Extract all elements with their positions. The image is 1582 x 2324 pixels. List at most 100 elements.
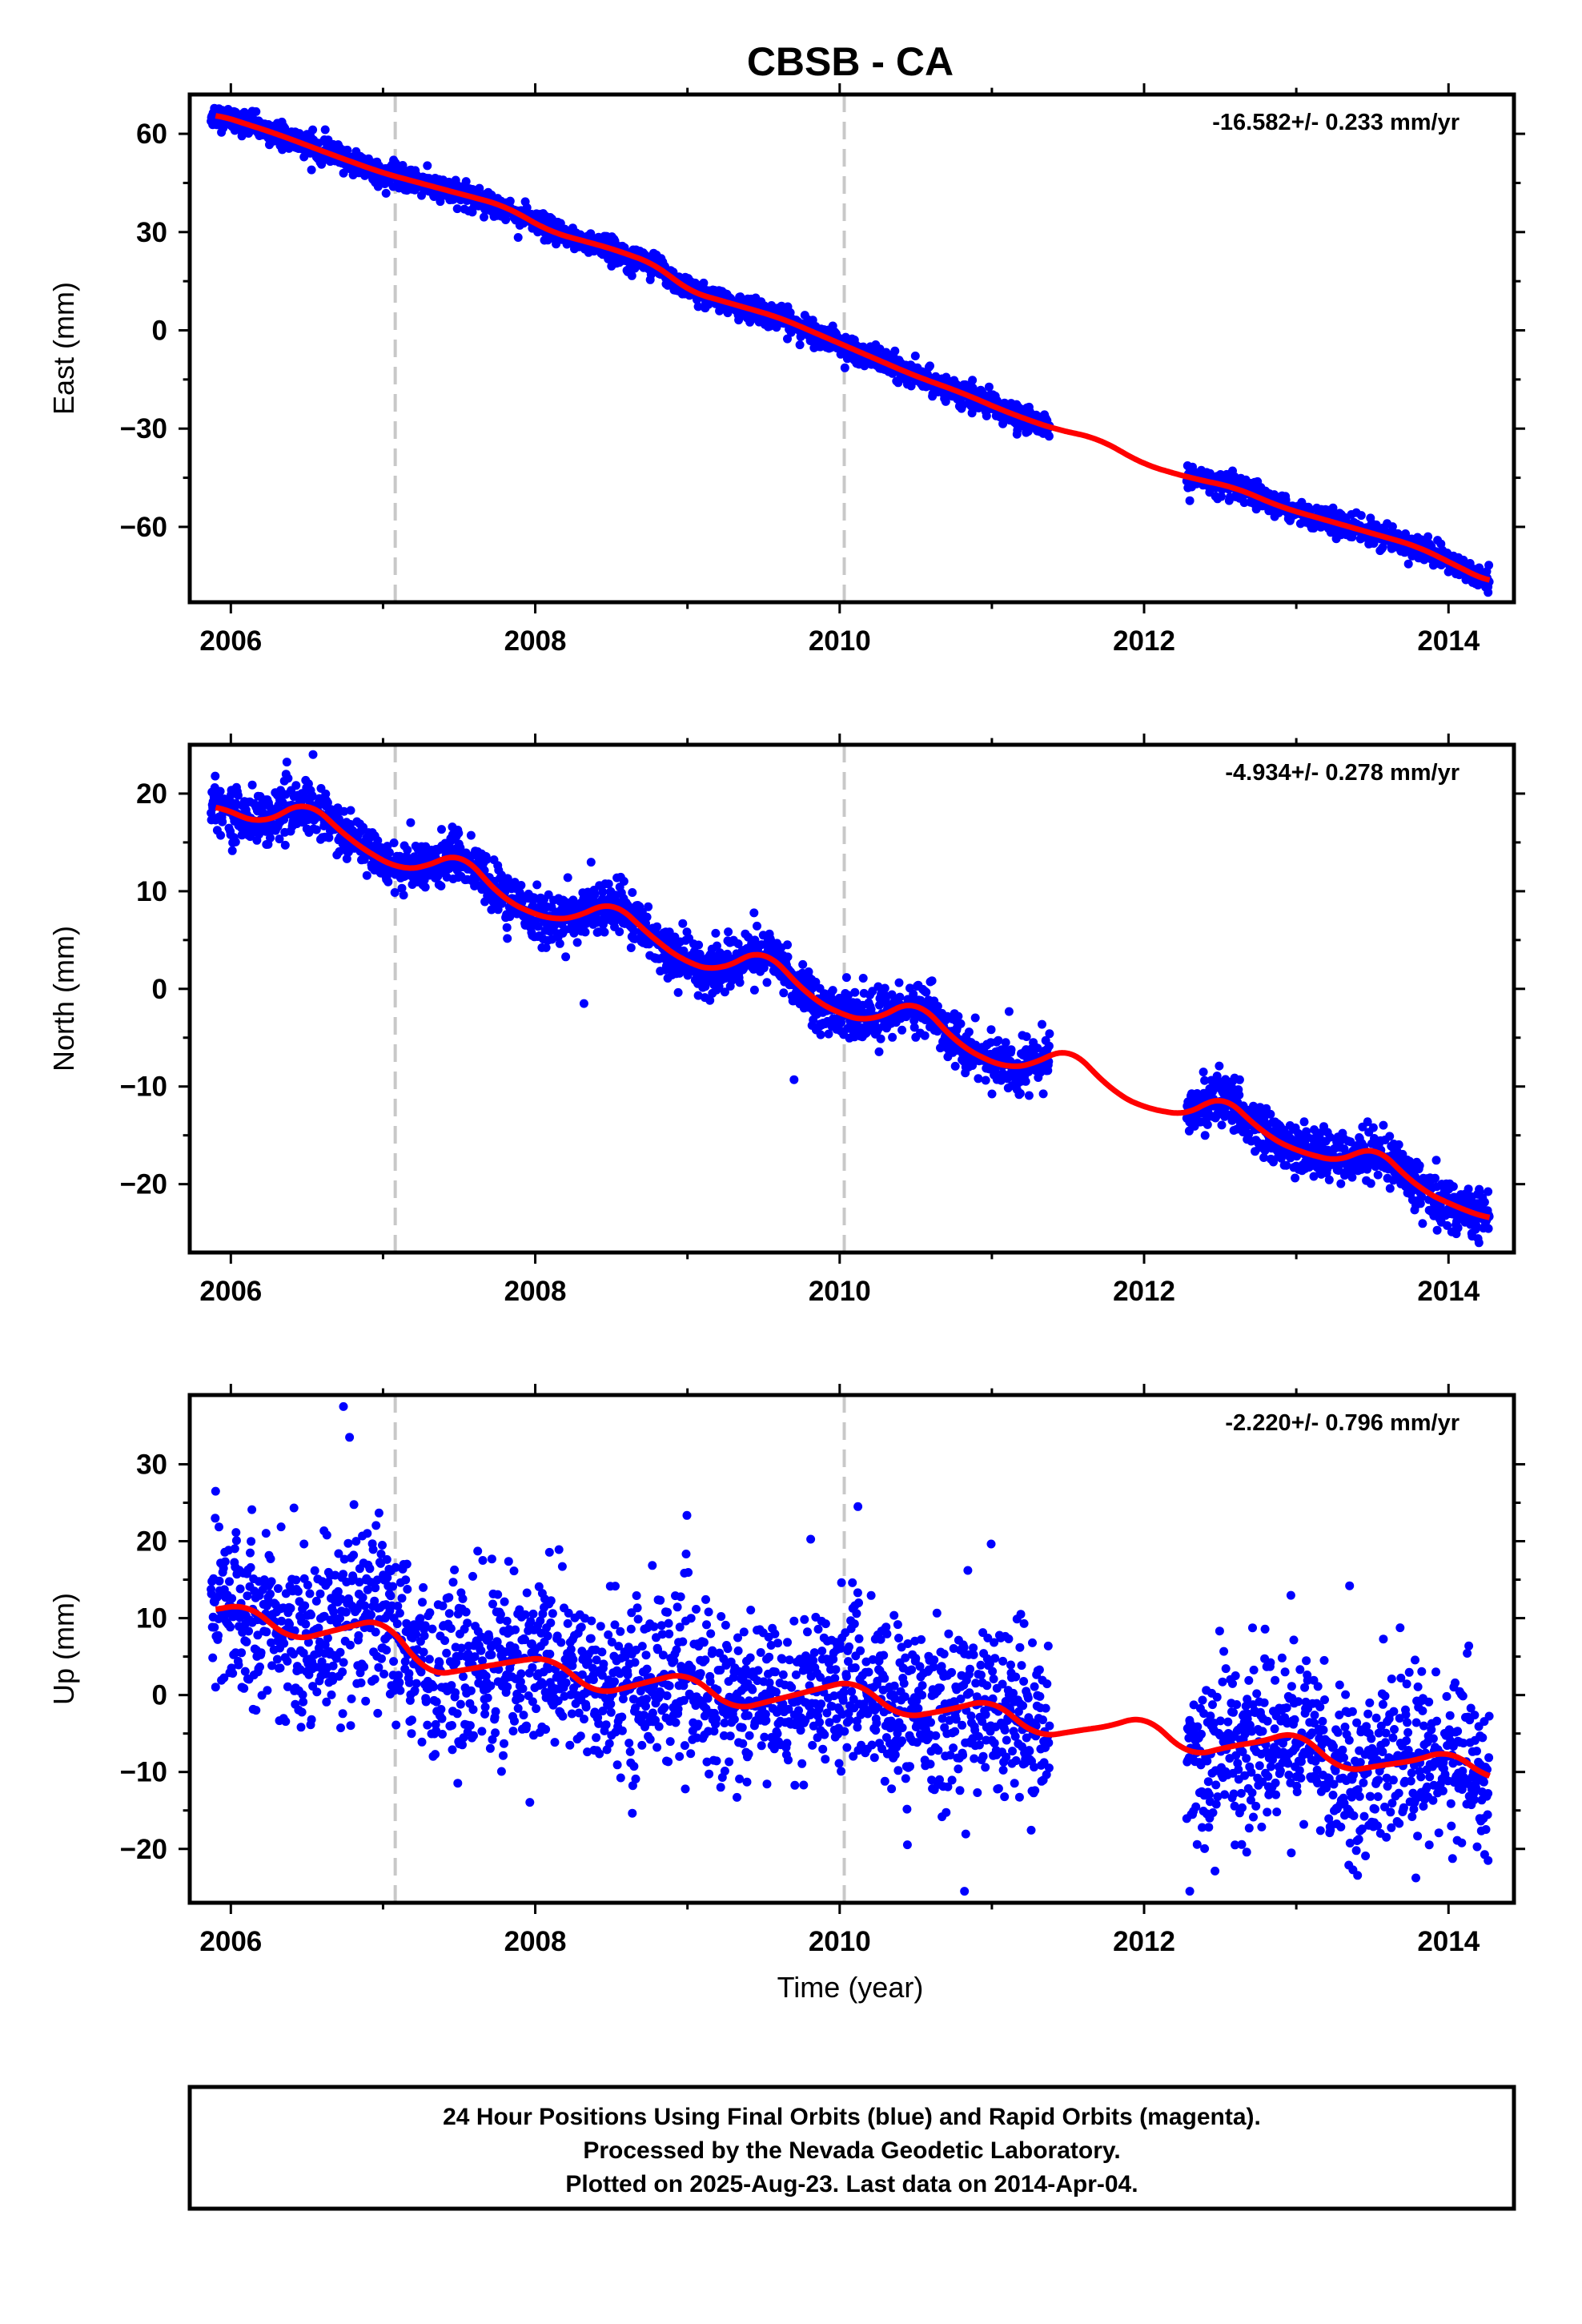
data-point bbox=[921, 987, 931, 997]
data-point bbox=[994, 1035, 1003, 1045]
data-point bbox=[1044, 1041, 1054, 1051]
data-point bbox=[1431, 1156, 1441, 1165]
data-point bbox=[895, 992, 905, 1002]
data-point bbox=[323, 798, 332, 807]
data-point-outlier bbox=[1484, 588, 1493, 597]
data-point bbox=[1418, 1219, 1427, 1228]
data-point bbox=[381, 188, 391, 198]
data-point bbox=[475, 183, 484, 193]
data-point bbox=[522, 203, 532, 212]
data-point bbox=[694, 940, 704, 950]
data-point bbox=[383, 877, 393, 887]
data-point bbox=[1328, 503, 1338, 513]
data-point bbox=[321, 789, 331, 798]
data-point bbox=[251, 107, 261, 116]
data-point bbox=[1203, 1120, 1212, 1129]
data-point bbox=[503, 874, 512, 883]
data-point bbox=[604, 879, 613, 889]
data-point bbox=[890, 346, 900, 356]
data-point bbox=[910, 352, 920, 360]
data-point bbox=[1431, 1173, 1439, 1183]
data-point bbox=[964, 1027, 974, 1037]
data-point bbox=[390, 888, 400, 897]
data-point bbox=[1291, 1173, 1300, 1183]
data-point bbox=[335, 846, 344, 856]
data-point bbox=[389, 838, 399, 847]
data-point bbox=[406, 818, 416, 827]
data-point bbox=[941, 396, 950, 406]
data-point bbox=[783, 940, 792, 950]
data-point bbox=[342, 854, 351, 863]
data-point-outlier bbox=[1185, 496, 1195, 505]
data-point bbox=[359, 822, 368, 832]
data-point bbox=[403, 845, 412, 854]
data-point bbox=[397, 883, 407, 893]
y-axis-label: East (mm) bbox=[47, 282, 80, 415]
data-point bbox=[247, 780, 257, 790]
data-point bbox=[981, 1076, 990, 1085]
data-point bbox=[275, 834, 284, 844]
data-point bbox=[956, 1019, 966, 1028]
data-point bbox=[1021, 1076, 1030, 1086]
data-point bbox=[679, 946, 689, 955]
data-point bbox=[461, 177, 471, 187]
data-point bbox=[1432, 1225, 1442, 1235]
data-point bbox=[1484, 561, 1494, 570]
data-point bbox=[211, 771, 220, 781]
data-point bbox=[307, 791, 317, 801]
data-point bbox=[283, 774, 293, 783]
data-point bbox=[888, 1032, 897, 1042]
x-tick-label: 2014 bbox=[1417, 625, 1480, 657]
data-point bbox=[627, 271, 636, 280]
data-point bbox=[505, 196, 515, 206]
data-point bbox=[1373, 1170, 1383, 1180]
plot-area bbox=[207, 745, 1494, 1252]
data-point bbox=[454, 828, 464, 838]
data-point bbox=[628, 888, 637, 897]
data-point bbox=[927, 976, 937, 986]
data-point bbox=[324, 833, 334, 842]
data-point bbox=[513, 233, 523, 242]
data-point bbox=[399, 891, 408, 900]
data-point bbox=[346, 806, 355, 815]
data-point bbox=[1387, 522, 1397, 532]
data-point bbox=[986, 1025, 996, 1035]
data-point bbox=[279, 814, 289, 824]
data-point bbox=[783, 334, 792, 344]
data-point bbox=[874, 1047, 884, 1056]
data-point bbox=[1200, 1131, 1210, 1140]
data-point bbox=[753, 921, 761, 931]
data-point bbox=[1024, 1091, 1034, 1100]
data-point bbox=[466, 830, 476, 840]
data-point bbox=[590, 890, 600, 899]
data-point bbox=[320, 125, 330, 135]
data-point bbox=[779, 988, 789, 998]
data-point bbox=[1199, 1068, 1208, 1077]
data-point bbox=[598, 887, 608, 897]
data-point bbox=[215, 786, 225, 796]
data-point bbox=[436, 881, 446, 891]
data-point bbox=[1215, 1061, 1224, 1071]
data-point bbox=[1394, 1140, 1403, 1149]
data-point bbox=[734, 316, 744, 325]
data-point bbox=[1415, 1161, 1424, 1170]
data-point bbox=[984, 382, 994, 392]
data-point bbox=[436, 197, 445, 207]
data-point bbox=[529, 893, 539, 903]
data-point bbox=[974, 1074, 983, 1084]
data-point bbox=[1006, 1045, 1016, 1055]
data-point bbox=[580, 927, 590, 937]
data-point bbox=[626, 943, 636, 952]
data-point bbox=[1038, 1019, 1046, 1029]
y-tick-label: 60 bbox=[136, 119, 167, 150]
data-point bbox=[795, 340, 805, 350]
data-point bbox=[1022, 1032, 1031, 1041]
data-point bbox=[541, 943, 551, 952]
data-point bbox=[615, 927, 624, 936]
data-point bbox=[1001, 1038, 1010, 1047]
data-point bbox=[987, 1089, 997, 1099]
data-point bbox=[876, 1034, 885, 1043]
data-point bbox=[1368, 1123, 1378, 1132]
